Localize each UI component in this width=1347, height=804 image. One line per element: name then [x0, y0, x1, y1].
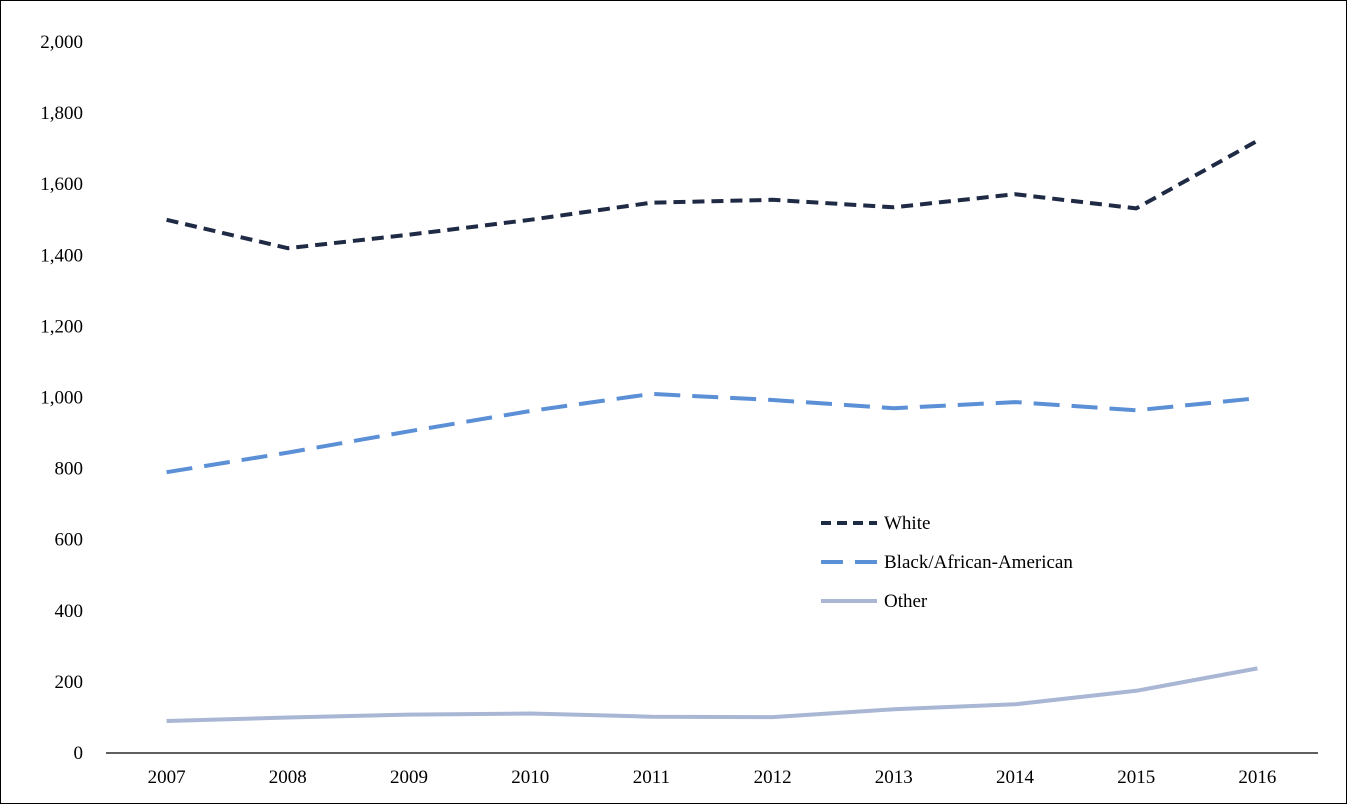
x-tick-label: 2012: [754, 767, 792, 788]
x-tick-label: 2007: [148, 767, 186, 788]
x-axis-tick-labels: 2007 2008 2009 2010 2011 2012 2013 2014 2015 2016: [148, 767, 1277, 788]
series-line-black-african-american: [166, 391, 1258, 475]
legend-label: Black/African-American: [884, 552, 1073, 573]
y-tick-label: 0: [74, 743, 84, 764]
y-tick-label: 800: [55, 459, 84, 480]
x-tick-label: 2016: [1238, 767, 1276, 788]
y-tick-label: 2,000: [40, 32, 83, 53]
series-lines: [166, 139, 1259, 723]
legend: White Black/African-American Other: [821, 513, 1073, 612]
y-axis-tick-labels: 0 200 400 600 800 1,000 1,200 1,400 1,600 1,800 2,…: [40, 32, 83, 764]
x-tick-label: 2008: [269, 767, 307, 788]
series-line-white: [166, 139, 1259, 251]
y-tick-label: 400: [55, 601, 84, 622]
y-tick-label: 1,200: [40, 316, 83, 337]
x-tick-label: 2013: [875, 767, 913, 788]
y-tick-label: 1,000: [40, 388, 83, 409]
x-tick-label: 2010: [511, 767, 549, 788]
x-tick-label: 2009: [390, 767, 428, 788]
x-tick-label: 2014: [996, 767, 1035, 788]
y-tick-label: 1,800: [40, 103, 83, 124]
y-tick-label: 200: [55, 672, 84, 693]
y-tick-label: 1,400: [40, 245, 83, 266]
y-tick-label: 600: [55, 530, 84, 551]
series-line-other: [166, 666, 1258, 723]
legend-label: White: [884, 513, 930, 534]
x-tick-label: 2015: [1117, 767, 1155, 788]
legend-label: Other: [884, 591, 928, 612]
y-tick-label: 1,600: [40, 174, 83, 195]
x-tick-label: 2011: [633, 767, 670, 788]
